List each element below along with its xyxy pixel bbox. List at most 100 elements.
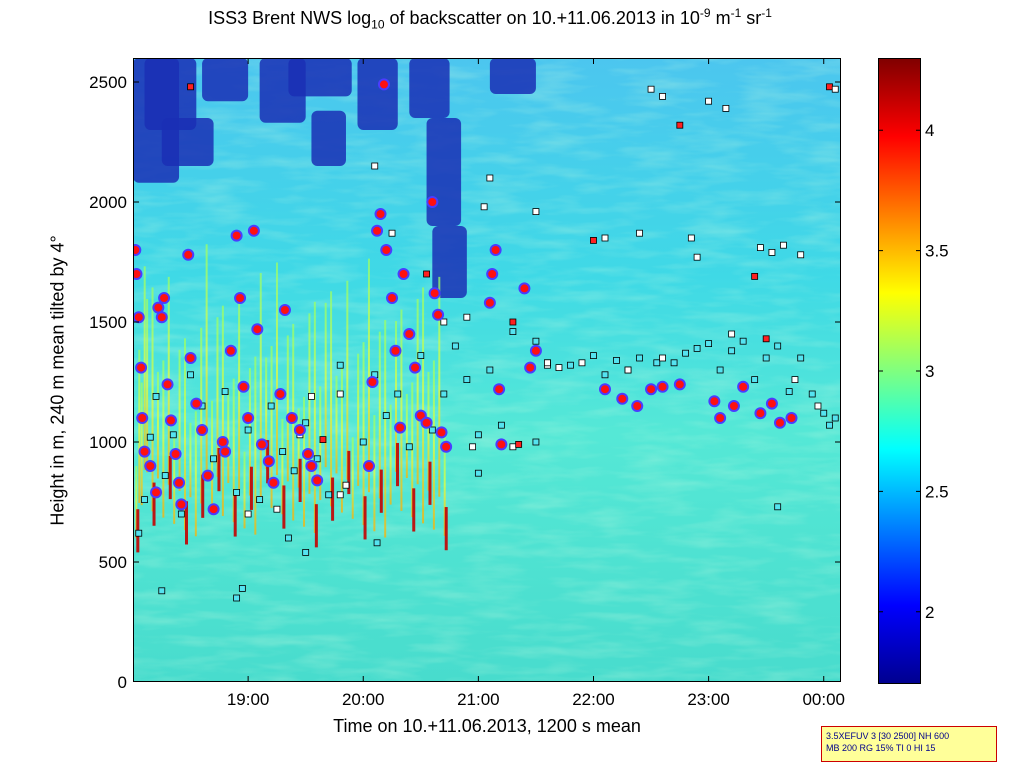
clear-air-region — [426, 118, 462, 226]
cloud-base-marker-primary — [389, 344, 402, 357]
x-tick-label: 21:00 — [457, 690, 500, 709]
cloud-base-marker-secondary — [141, 496, 148, 504]
cloud-base-marker-primary — [267, 476, 280, 489]
rain-streak — [400, 309, 403, 511]
cloud-base-marker-primary — [133, 244, 142, 256]
cloud-base-marker-primary — [426, 196, 439, 208]
cloud-base-marker-tertiary — [480, 203, 488, 211]
cloud-base-marker-secondary — [474, 469, 482, 477]
cloud-base-marker-primary — [173, 476, 186, 489]
cloud-base-marker-primary — [164, 414, 177, 427]
clear-air-region — [144, 58, 197, 130]
cloud-base-marker-primary — [255, 438, 268, 451]
cloud-base-marker-primary — [305, 460, 318, 472]
cloud-base-marker-primary — [158, 292, 171, 304]
cloud-base-marker-tertiary — [273, 505, 281, 513]
cloud-base-marker-secondary — [158, 587, 166, 595]
cloud-base-marker-tertiary — [544, 359, 551, 367]
clear-air-region — [288, 58, 352, 97]
cloud-base-marker-primary — [219, 445, 232, 458]
cloud-base-marker-secondary — [382, 412, 390, 420]
x-tick-label: 22:00 — [572, 690, 615, 709]
x-tick-label: 19:00 — [227, 690, 270, 709]
rain-streak — [286, 335, 289, 482]
rain-core — [249, 466, 253, 510]
rain-streak — [324, 302, 327, 468]
rain-streak — [200, 327, 203, 504]
rain-streak — [432, 360, 435, 530]
cloud-base-marker-primary — [403, 328, 416, 340]
cloud-base-marker-tertiary — [336, 491, 344, 499]
cloud-base-marker-primary — [737, 380, 750, 393]
rain-core — [184, 501, 188, 545]
rain-streak — [357, 353, 360, 486]
cloud-base-marker-secondary — [474, 431, 482, 439]
cloud-base-marker-primary — [138, 445, 151, 458]
cloud-base-marker-primary — [440, 440, 453, 453]
rain-streak — [270, 346, 273, 508]
cloud-base-marker-secondary — [532, 337, 540, 345]
cloud-base-marker-tertiary — [757, 244, 764, 252]
rain-streak — [140, 382, 143, 506]
cloud-base-marker-tertiary — [509, 443, 517, 451]
rain-streak — [135, 466, 138, 538]
cloud-base-marker-tertiary — [469, 443, 477, 451]
colorbar-tick-label: 4 — [925, 121, 934, 140]
y-tick-label: 500 — [99, 553, 127, 572]
cloud-base-marker-secondary — [774, 342, 782, 350]
rain-streak — [389, 404, 392, 505]
rain-streak — [367, 258, 370, 493]
cloud-base-marker-secondary — [440, 390, 448, 398]
cloud-base-marker-secondary — [797, 354, 805, 362]
rain-streak — [427, 371, 430, 491]
rain-streak — [351, 437, 354, 519]
cloud-base-marker-primary — [230, 229, 243, 242]
cloud-base-marker-tertiary — [676, 121, 684, 129]
plot-border — [133, 58, 841, 682]
x-tick-label: 00:00 — [802, 690, 845, 709]
rain-streak — [183, 338, 186, 531]
colorbar-tick-label: 2.5 — [925, 482, 949, 501]
cloud-base-marker-primary — [207, 503, 220, 516]
cloud-base-marker-secondary — [428, 426, 436, 434]
y-axis-label: Height in m, 240 m mean tilted by 4° — [47, 235, 68, 526]
rain-streak — [330, 291, 333, 507]
cloud-base-marker-secondary — [636, 354, 643, 362]
cloud-base-marker-primary — [483, 296, 496, 309]
cloud-base-marker-tertiary — [624, 366, 632, 374]
cloud-base-marker-primary — [380, 244, 393, 256]
cloud-base-marker-secondary — [670, 359, 678, 367]
cloud-base-marker-tertiary — [423, 270, 430, 278]
cloud-base-marker-primary — [645, 383, 658, 396]
cloud-base-marker-tertiary — [659, 93, 666, 100]
cloud-base-marker-primary — [785, 412, 798, 424]
x-tick-label: 20:00 — [342, 690, 385, 709]
settings-info-box: 3.5XEFUV 3 [30 2500] NH 600 MB 200 RG 15… — [821, 726, 997, 762]
cloud-base-marker-primary — [377, 78, 390, 91]
cloud-base-marker-primary — [435, 426, 448, 439]
rain-core — [428, 461, 432, 505]
rain-streak — [162, 360, 165, 518]
cloud-base-marker-primary — [234, 292, 247, 304]
rain-streak — [216, 317, 219, 477]
rain-streak — [227, 390, 230, 484]
cloud-base-marker-secondary — [808, 390, 816, 398]
cloud-base-marker-primary — [161, 378, 174, 391]
cloud-base-marker-secondary — [532, 438, 540, 446]
rain-streak — [259, 273, 262, 502]
cloud-base-marker-secondary — [762, 354, 770, 362]
cloud-base-marker-secondary — [359, 438, 367, 446]
rain-streak — [254, 356, 257, 535]
cloud-base-marker-primary — [656, 380, 669, 393]
cloud-base-marker-primary — [150, 486, 163, 499]
cloud-base-marker-secondary — [177, 510, 185, 518]
cloud-base-marker-secondary — [820, 409, 828, 417]
rain-core — [217, 448, 221, 492]
cloud-base-marker-secondary — [405, 443, 413, 451]
cloud-base-marker-primary — [196, 424, 209, 436]
cloud-base-marker-secondary — [785, 388, 793, 396]
colorbar-tick-label: 3 — [925, 362, 934, 381]
x-tick-label: 23:00 — [687, 690, 730, 709]
cloud-base-marker-tertiary — [768, 248, 776, 256]
rain-streak — [138, 349, 141, 503]
